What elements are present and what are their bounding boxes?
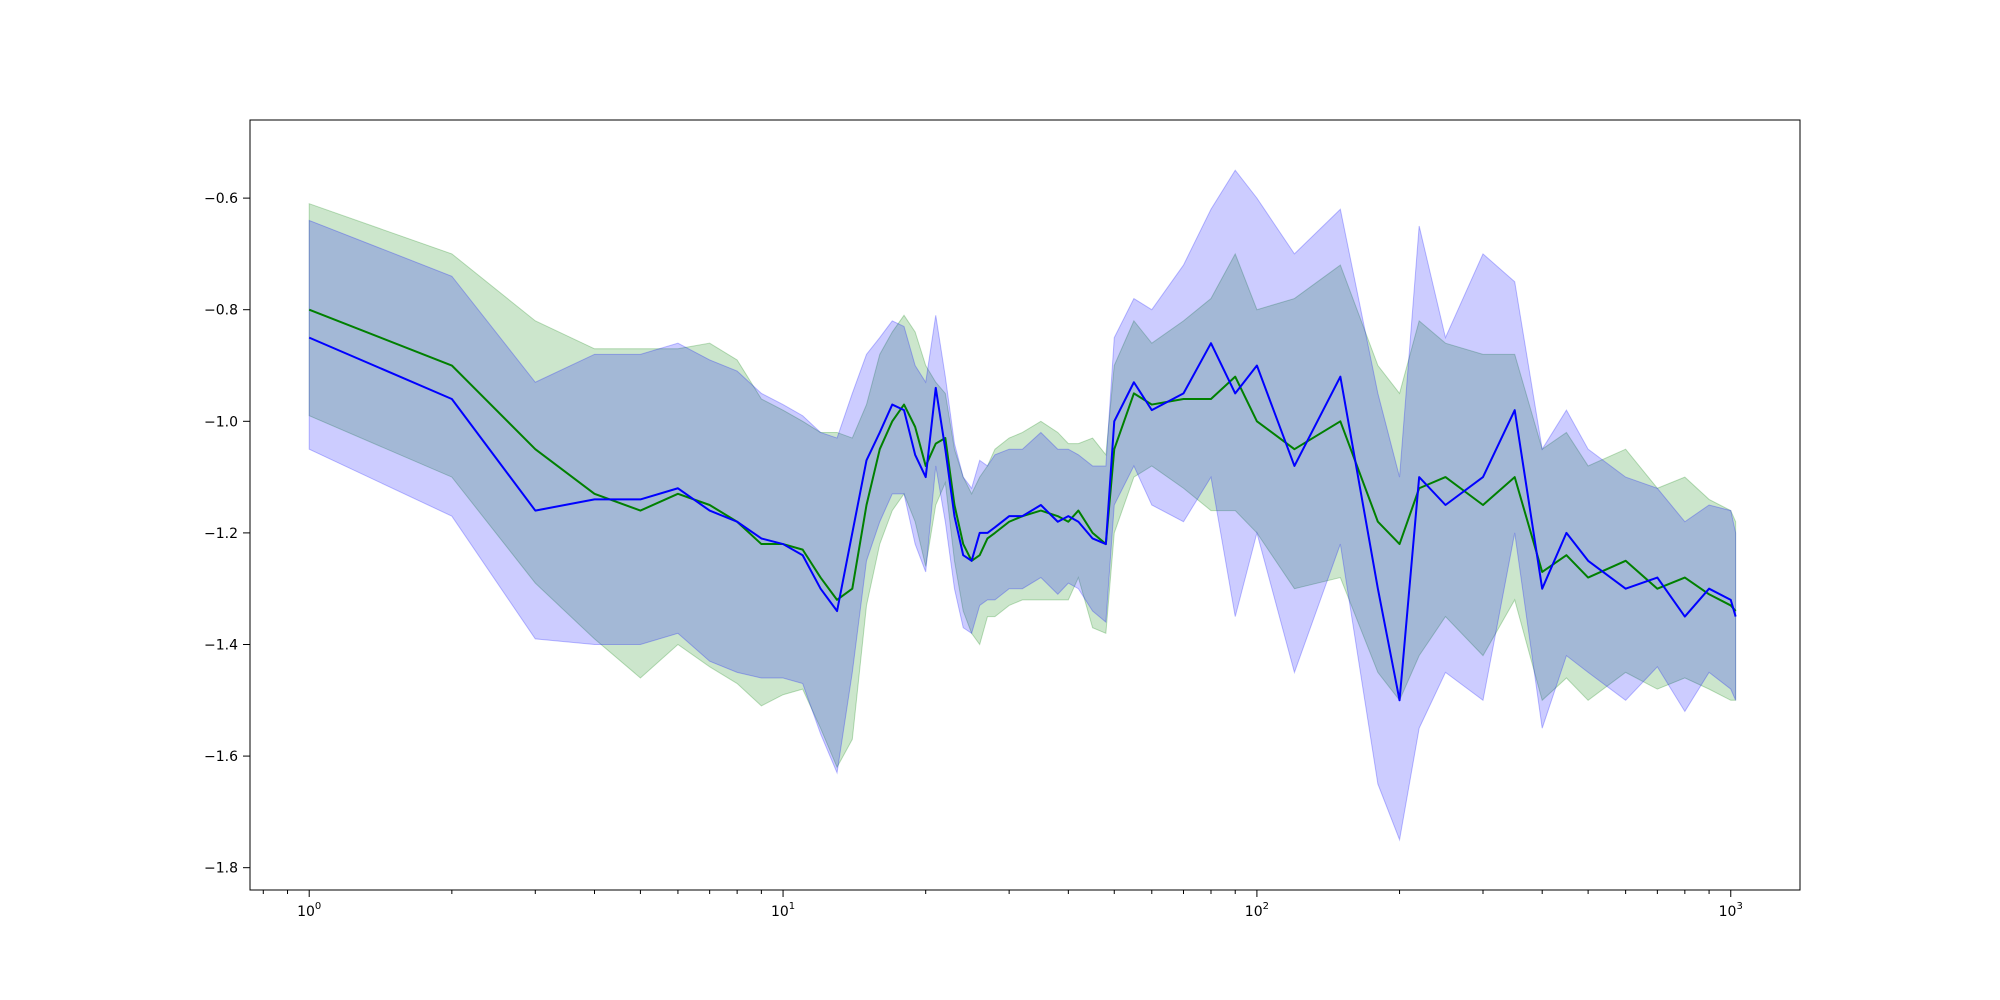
series-1-line	[308, 336, 1737, 702]
y-axis: −0.6 −0.8 −1.0 −1.2 −1.4 −1.6 −1.8	[204, 191, 250, 877]
plot-area	[308, 169, 1737, 842]
x-tick-label: 100	[297, 901, 321, 920]
y-tick-label: −0.6	[204, 191, 238, 207]
y-tick-label: −1.6	[204, 749, 238, 765]
series-0-line	[308, 308, 1737, 612]
y-tick-label: −1.8	[204, 861, 238, 877]
y-tick-label: −1.0	[204, 414, 238, 430]
x-tick-label: 103	[1719, 901, 1743, 920]
axes-frame	[249, 119, 1801, 891]
x-axis: 100 101 102 103	[262, 890, 1743, 920]
x-tick-label: 102	[1245, 901, 1269, 920]
x-tick-label: 101	[771, 901, 795, 920]
y-tick-label: −1.4	[204, 637, 238, 653]
series-1-band	[308, 169, 1737, 842]
y-tick-label: −0.8	[204, 303, 238, 319]
y-tick-label: −1.2	[204, 526, 238, 542]
series-0-band	[308, 202, 1737, 769]
